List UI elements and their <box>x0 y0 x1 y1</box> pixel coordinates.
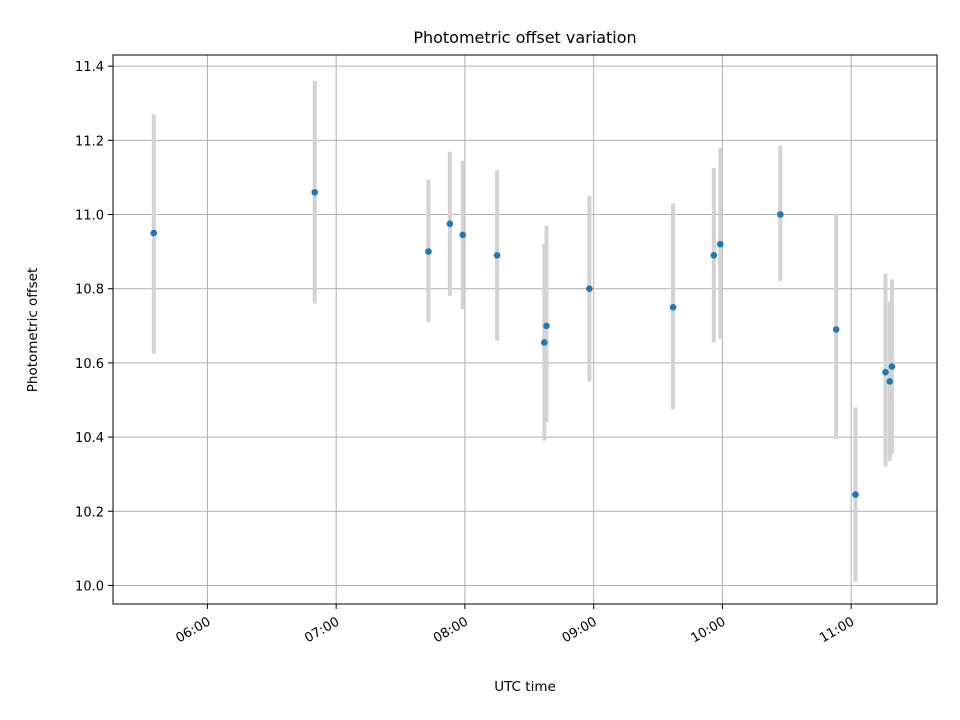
x-axis-label: UTC time <box>494 679 556 695</box>
x-tick-label: 09:00 <box>560 614 600 646</box>
y-tick-label: 11.2 <box>75 134 104 149</box>
x-axis-ticks: 06:00 07:00 08:00 09:00 10:00 11:00 <box>173 604 857 646</box>
data-point <box>586 285 593 292</box>
data-point <box>832 326 840 333</box>
data-point <box>541 339 548 346</box>
data-point <box>710 252 718 259</box>
data-point <box>493 252 501 259</box>
error-bars <box>151 80 894 582</box>
data-point <box>150 229 158 237</box>
data-point <box>716 240 724 248</box>
y-tick-label: 10.6 <box>75 357 104 372</box>
y-axis-label: Photometric offset <box>25 268 41 392</box>
data-point <box>777 211 784 218</box>
y-tick-label: 10.4 <box>75 431 104 446</box>
x-tick-label: 07:00 <box>302 614 342 646</box>
data-point <box>459 231 467 239</box>
x-tick-label: 10:00 <box>688 614 728 646</box>
data-point <box>311 188 319 196</box>
grid-lines <box>113 55 937 604</box>
data-point <box>543 322 550 330</box>
data-point <box>852 491 859 498</box>
data-point <box>446 220 454 228</box>
data-point <box>888 363 896 370</box>
x-tick-label: 06:00 <box>173 614 213 646</box>
plot-area-frame <box>112 54 938 605</box>
x-tick-label: 08:00 <box>431 614 471 646</box>
data-point <box>886 378 894 385</box>
y-tick-label: 10.8 <box>75 283 104 298</box>
chart-title: Photometric offset variation <box>413 28 636 47</box>
data-points <box>150 188 896 498</box>
data-point <box>669 303 677 311</box>
y-tick-label: 10.2 <box>75 505 104 520</box>
x-tick-label: 11:00 <box>817 614 857 646</box>
y-tick-label: 11.0 <box>75 209 104 224</box>
data-point <box>425 248 432 255</box>
y-axis-ticks: 10.0 10.2 10.4 10.6 10.8 11.0 11.2 11.4 <box>75 60 113 594</box>
data-point <box>882 368 889 376</box>
y-tick-label: 11.4 <box>75 60 104 75</box>
y-tick-label: 10.0 <box>75 579 104 594</box>
